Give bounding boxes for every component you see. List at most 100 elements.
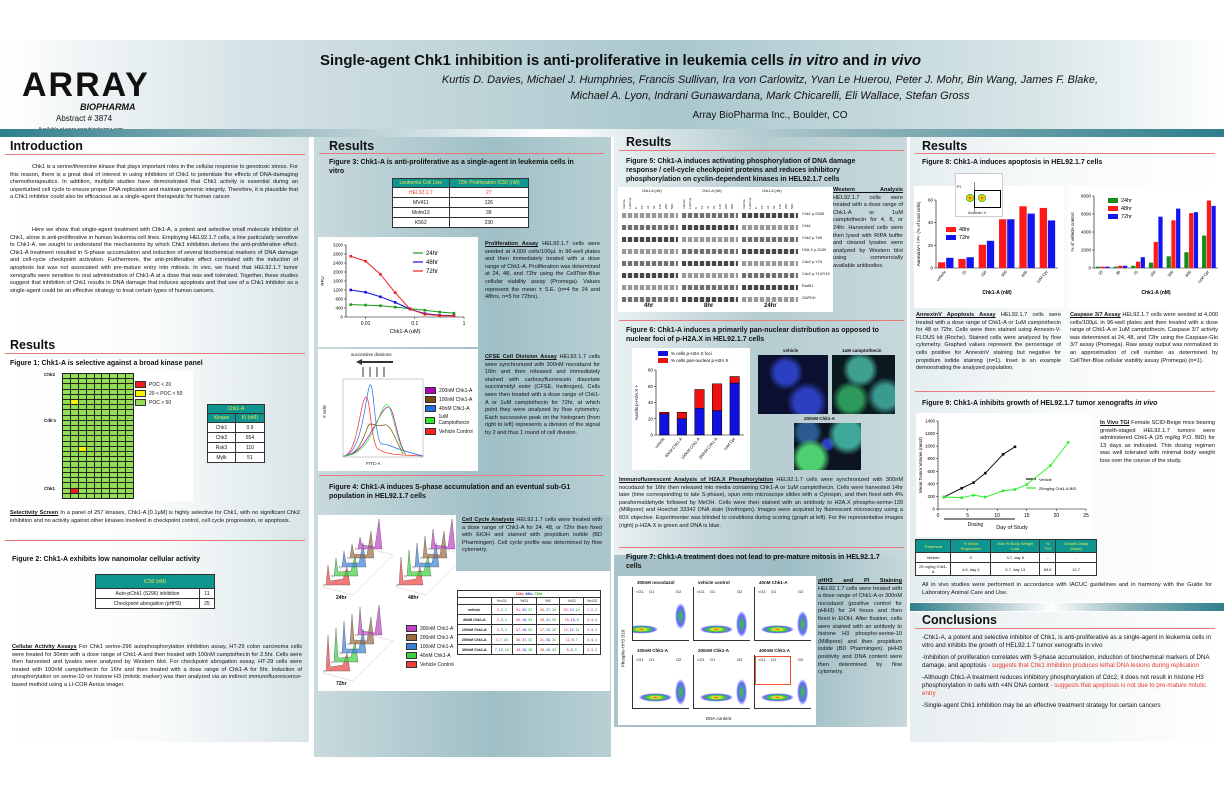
x-tick-label: 150 — [979, 269, 988, 278]
cfse-ylabel: # cells — [321, 405, 327, 418]
table-cell: 3, 1, 3 — [490, 604, 513, 615]
y-tick-label: 80 — [648, 368, 654, 373]
cell-value: 12 — [498, 647, 503, 652]
cell-value: 3 — [586, 627, 589, 632]
kinase-cell — [118, 384, 126, 389]
legend-label: 100nM Chk1-A — [420, 643, 454, 650]
legend-label: 48hr — [426, 260, 438, 266]
kinase-cell — [110, 436, 118, 441]
kinase-cell — [126, 436, 133, 441]
kinase-cell — [63, 478, 70, 483]
histogram-trace — [323, 634, 351, 672]
kinase-cell — [94, 467, 102, 472]
data-point — [1066, 441, 1070, 444]
bar-% cells p-H2A.X foci — [694, 407, 705, 436]
panel-24hr: 24hr — [336, 595, 347, 601]
flow-dotplot: <G1 G1 G2 — [754, 655, 811, 709]
x-tick-label: 0.1 — [411, 321, 418, 327]
table-row: Chk1 0.9 — [207, 422, 266, 433]
header-divider-band — [0, 129, 1224, 137]
kinase-cell — [110, 400, 118, 405]
cell-value: 11 — [575, 627, 580, 632]
table-cell: 3, 3, 3 — [582, 644, 602, 655]
kinase-cell — [94, 478, 102, 483]
y-tick-label: 20 — [928, 243, 934, 248]
bar-24hr — [1113, 266, 1118, 268]
data-point — [349, 254, 353, 258]
data-point — [379, 272, 382, 276]
legend-item: 40nM Chk1-A — [406, 652, 454, 659]
conclusion-item: -Chk1-A, a potent and selective inhibito… — [922, 634, 1212, 650]
table-cell: 51 — [234, 452, 266, 463]
blot-band-row — [682, 297, 738, 302]
kinase-cell — [70, 483, 78, 488]
annexin-caption: AnnexinV Apoptosis Assay HEL92.1.7 cells… — [916, 312, 1061, 372]
kinase-cell — [94, 462, 102, 467]
kinase-cell — [102, 410, 110, 415]
kinase-cell — [94, 410, 102, 415]
histogram-trace — [420, 530, 448, 559]
chk1a-microscopy-image — [794, 423, 861, 470]
blot-band-row — [622, 285, 678, 290]
cell-value: 10 — [569, 607, 574, 612]
y-tick-label: 1600 — [333, 279, 344, 284]
gate-label: G1 — [649, 589, 655, 594]
y-tick-label: 400 — [335, 306, 343, 311]
kinase-cell — [94, 436, 102, 441]
panel-72hr: 72hr — [336, 681, 347, 687]
kinase-cell — [102, 431, 110, 436]
heatmap-legend: POC < 20 20 < POC < 50 POC > 50 — [135, 381, 182, 408]
kinase-cell — [94, 384, 102, 389]
kinase-cell — [86, 415, 94, 420]
kinase-cell — [126, 379, 133, 384]
kinase-cell — [63, 426, 70, 431]
kinase-cell — [126, 483, 133, 488]
table-cell: 3, 3, 3 — [490, 624, 513, 635]
cell-value: 50 — [522, 607, 527, 612]
table-row: Checkpoint abrogation (pHH3) 25 — [95, 598, 216, 609]
table-cell: 54, 48, 53 — [511, 614, 537, 625]
table-cell: HEL92.1.7 — [392, 187, 450, 198]
table-cell: Auto-pChk1 (S296) inhibition — [95, 588, 200, 599]
flow-dotplot: <G1 G1 G2 — [754, 587, 811, 641]
lane-label: 63 — [772, 205, 776, 209]
y-tick-label: 2000 — [1081, 248, 1092, 253]
kinase-cell — [78, 389, 86, 394]
fig7-caption: pHH3 and PI Staining HEL92.1.7 cells wer… — [818, 578, 902, 676]
legend-label: 24hr — [426, 251, 438, 257]
y-axis-label: % of vehicle control — [1070, 212, 1075, 251]
blot-band-row — [682, 285, 738, 290]
y-tick-label: 400 — [927, 481, 935, 486]
table-row: 25 mg/kg Chk1-A 4.6, day 4 5.7, day 13 69.6… — [914, 562, 1097, 576]
kinase-cell — [70, 446, 78, 452]
cell-value: 3 — [500, 627, 503, 632]
kinase-cell — [126, 374, 133, 379]
bar-72hr — [966, 257, 974, 268]
x-tick-label: 5 — [966, 513, 969, 519]
kinase-cell — [70, 457, 78, 462]
kinase-cell — [63, 394, 70, 400]
data-point — [1013, 445, 1017, 449]
table-cell: 4, 7, 18 — [490, 634, 513, 645]
kinase-cell — [86, 426, 94, 431]
table-cell: 8, 8, 3 — [559, 644, 584, 655]
blot-band-row — [682, 249, 738, 254]
gate-label: <G1 — [758, 657, 766, 662]
cell-value: 31 — [545, 617, 550, 622]
gate-label: G2 — [798, 657, 804, 662]
kinase-cell — [94, 483, 102, 488]
bar-48hr — [1100, 266, 1105, 268]
kinase-cell — [102, 467, 110, 472]
kinase-cell — [126, 394, 133, 400]
y-tick-label: 8000 — [1081, 194, 1092, 199]
blot-band-row — [742, 297, 798, 302]
kinase-cell — [118, 446, 126, 452]
logo-subtitle: BIOPHARMA — [80, 102, 136, 112]
kinase-cell — [78, 431, 86, 436]
bar-% cells pan-nuclear p-H2A.X — [729, 376, 740, 384]
authors-line-1: Kurtis D. Davies, Michael J. Humphries, … — [441, 74, 1099, 86]
legend-label: 72hr — [959, 235, 970, 241]
conclusion-item: -Inhibition of proliferation correlates … — [922, 654, 1212, 670]
blot-band-row — [682, 237, 738, 242]
